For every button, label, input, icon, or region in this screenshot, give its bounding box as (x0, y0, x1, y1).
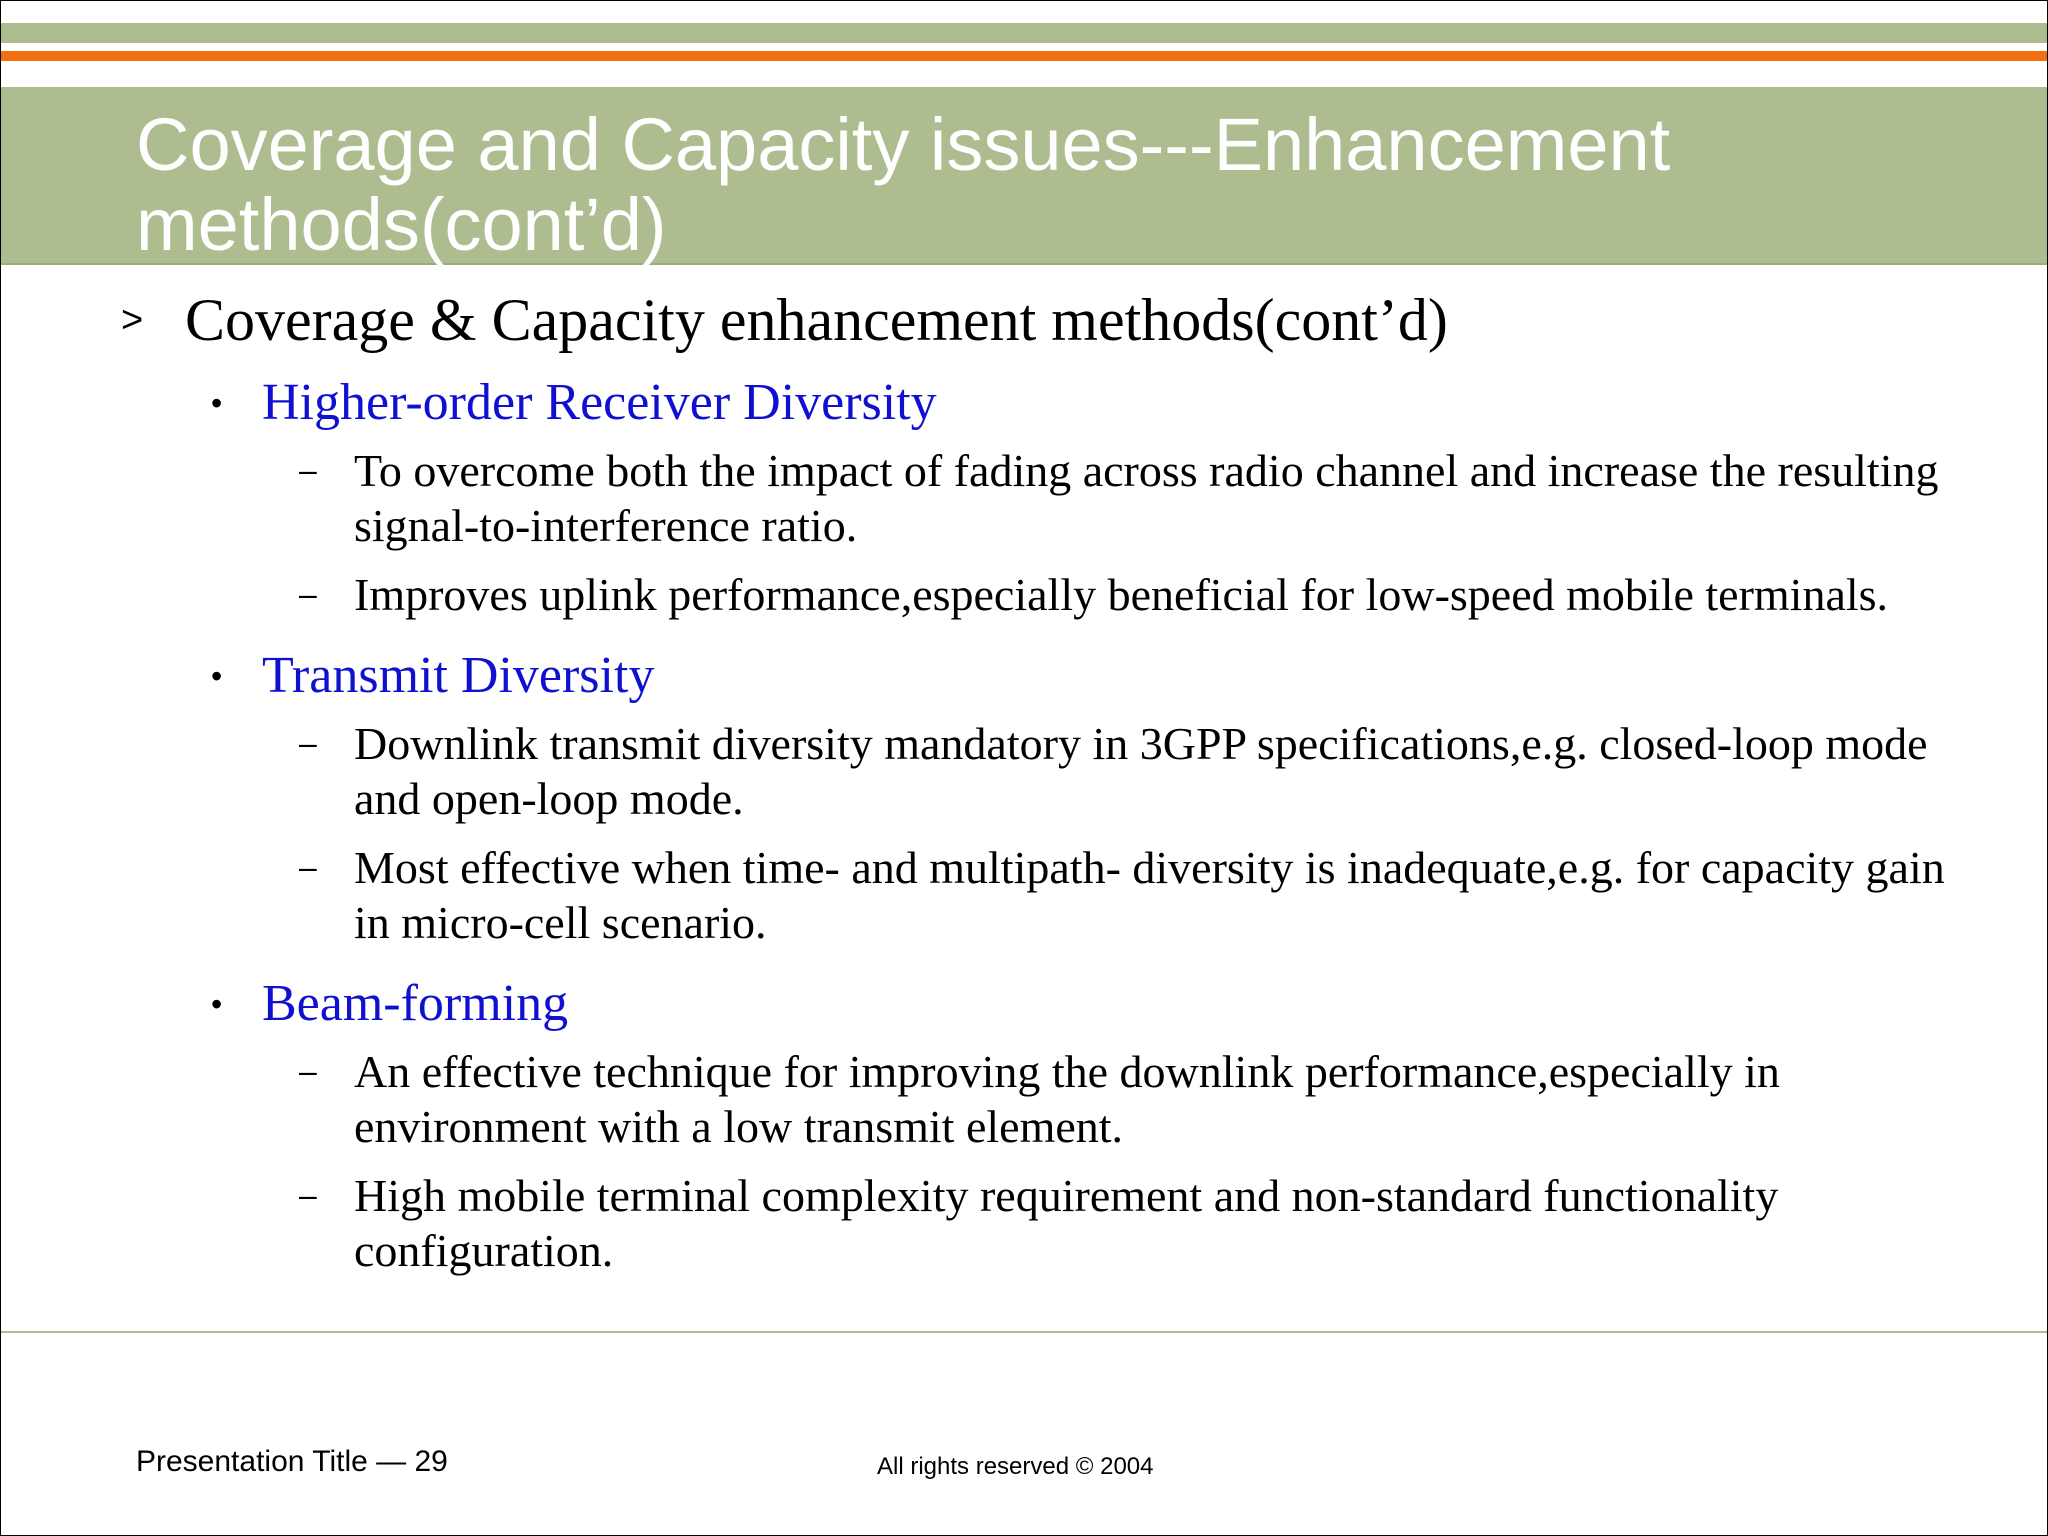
section-heading-text: Beam-forming (262, 975, 569, 1032)
section-transmit-diversity: • Transmit Diversity – Downlink transmit… (1, 636, 2047, 950)
section-heading: • Beam-forming (1, 964, 2047, 1044)
list-item-text: To overcome both the impact of fading ac… (354, 445, 1939, 551)
section-heading-text: Transmit Diversity (262, 647, 655, 704)
dash-bullet-icon: – (299, 725, 317, 761)
main-heading: > Coverage & Capacity enhancement method… (1, 279, 2047, 361)
list-item: – Improves uplink performance,especially… (1, 567, 2047, 622)
footer-slide-number: Presentation Title — 29 (136, 1445, 448, 1478)
top-green-stripe (1, 23, 2047, 43)
list-item-text: An effective technique for improving the… (354, 1046, 1780, 1152)
top-orange-stripe (1, 51, 2047, 61)
dot-bullet-icon: • (211, 385, 223, 421)
list-item-text: Downlink transmit diversity mandatory in… (354, 718, 1928, 824)
list-item: – Downlink transmit diversity mandatory … (1, 716, 2047, 826)
dash-bullet-icon: – (299, 849, 317, 885)
arrow-bullet-icon: > (121, 299, 144, 341)
section-receiver-diversity: • Higher-order Receiver Diversity – To o… (1, 363, 2047, 622)
list-item-text: Most effective when time- and multipath-… (354, 842, 1945, 948)
footer-copyright: All rights reserved © 2004 (877, 1453, 1154, 1480)
dot-bullet-icon: • (211, 658, 223, 694)
list-item: – An effective technique for improving t… (1, 1044, 2047, 1154)
main-heading-text: Coverage & Capacity enhancement methods(… (185, 287, 1448, 353)
list-item: – High mobile terminal complexity requir… (1, 1168, 2047, 1278)
dash-bullet-icon: – (299, 452, 317, 488)
list-item-text: Improves uplink performance,especially b… (354, 569, 1889, 620)
dash-bullet-icon: – (299, 1053, 317, 1089)
footer-divider (1, 1331, 2047, 1333)
slide-content: > Coverage & Capacity enhancement method… (1, 279, 2047, 1292)
dash-bullet-icon: – (299, 576, 317, 612)
section-heading-text: Higher-order Receiver Diversity (262, 374, 937, 431)
list-item-text: High mobile terminal complexity requirem… (354, 1170, 1779, 1276)
section-heading: • Transmit Diversity (1, 636, 2047, 716)
dot-bullet-icon: • (211, 986, 223, 1022)
dash-bullet-icon: – (299, 1177, 317, 1213)
list-item: – To overcome both the impact of fading … (1, 443, 2047, 553)
list-item: – Most effective when time- and multipat… (1, 840, 2047, 950)
section-heading: • Higher-order Receiver Diversity (1, 363, 2047, 443)
slide-title: Coverage and Capacity issues---Enhanceme… (136, 103, 1671, 266)
title-band (1, 87, 2047, 265)
section-beam-forming: • Beam-forming – An effective technique … (1, 964, 2047, 1278)
